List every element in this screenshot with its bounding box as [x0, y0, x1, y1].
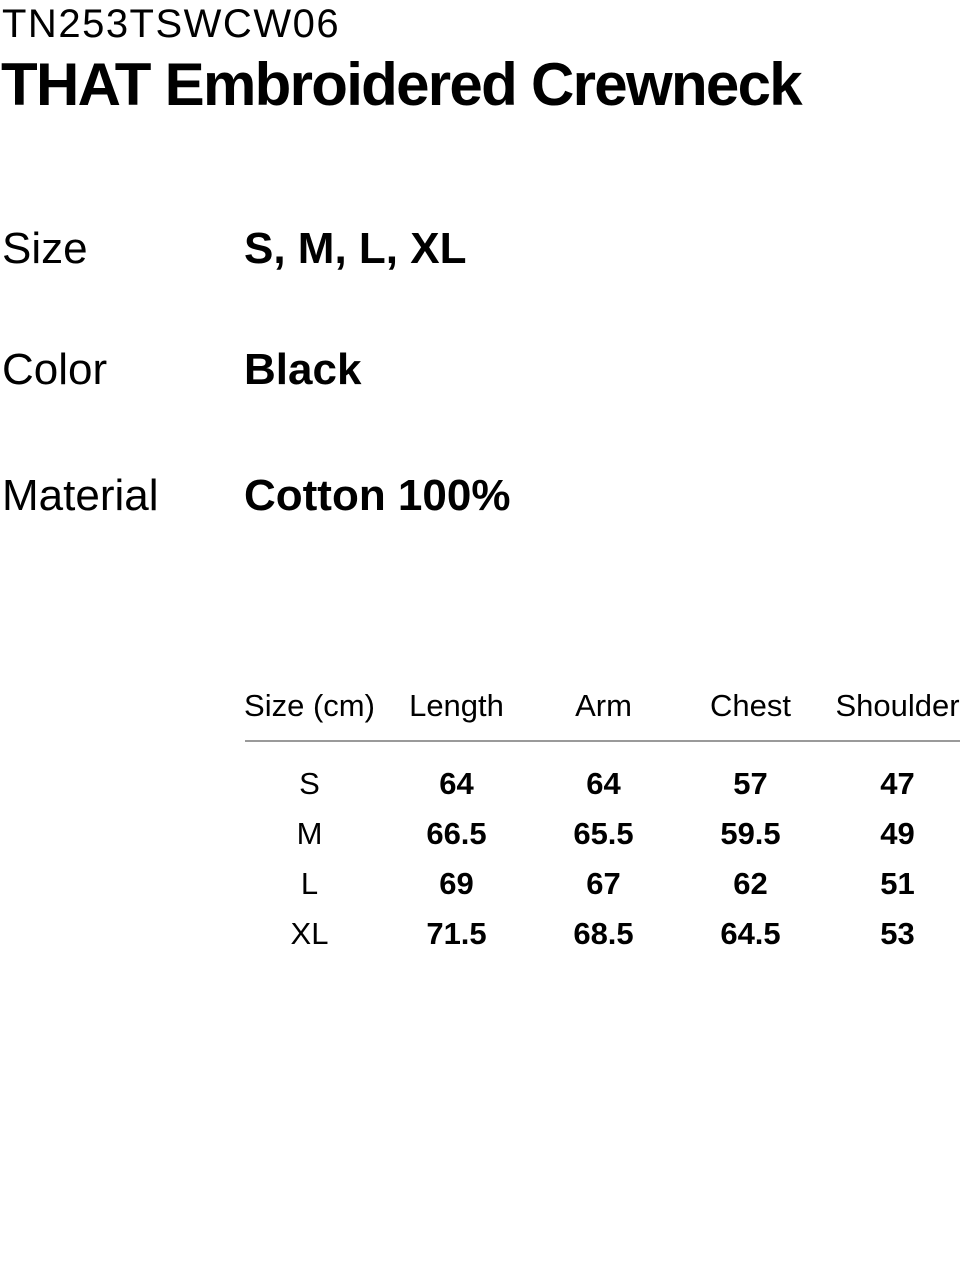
size-table-cell-chest: 59.5 [720, 816, 781, 851]
product-title: THAT Embroidered Crewneck [1, 51, 803, 118]
size-table-cell-chest: 62 [733, 866, 768, 901]
attribute-value-material: Cotton 100% [244, 471, 511, 520]
size-table-cell-length: 69 [439, 866, 474, 901]
attribute-value-color: Black [244, 345, 362, 394]
size-table-header-shoulder: Shoulder [835, 688, 960, 723]
size-table-cell-size: L [300, 866, 319, 901]
size-table-row-m: M 66.5 65.5 59.5 49 [236, 816, 960, 852]
size-table-row-s: S 64 64 57 47 [236, 766, 960, 802]
product-code: TN253TSWCW06 [2, 2, 341, 46]
size-table-header-arm: Arm [575, 688, 632, 723]
size-table-cell-shoulder: 47 [880, 766, 915, 801]
size-table-cell-shoulder: 49 [880, 816, 915, 851]
size-table-cell-size: XL [290, 916, 329, 951]
size-table-cell-size: S [299, 766, 320, 801]
size-table-header-size: Size (cm) [244, 688, 375, 723]
size-table-cell-chest: 64.5 [720, 916, 781, 951]
size-table-row-xl: XL 71.5 68.5 64.5 53 [236, 916, 960, 952]
attribute-label-size: Size [2, 224, 88, 273]
size-table-cell-chest: 57 [733, 766, 768, 801]
size-table-divider [245, 740, 960, 742]
attribute-row-size: Size S, M, L, XL [2, 224, 466, 274]
size-table-header-length: Length [409, 688, 504, 723]
size-table-cell-size: M [296, 816, 323, 851]
attribute-row-material: Material Cotton 100% [2, 471, 510, 521]
size-table-cell-arm: 68.5 [573, 916, 634, 951]
size-table-cell-shoulder: 53 [880, 916, 915, 951]
attribute-label-color: Color [2, 345, 108, 394]
size-table-cell-length: 71.5 [426, 916, 487, 951]
size-table-cell-length: 64 [439, 766, 474, 801]
size-table-cell-length: 66.5 [426, 816, 487, 851]
attribute-row-color: Color Black [2, 345, 361, 395]
attribute-value-size: S, M, L, XL [244, 224, 467, 273]
size-table-cell-arm: 67 [586, 866, 621, 901]
size-table-header-chest: Chest [710, 688, 791, 723]
size-table-row-l: L 69 67 62 51 [236, 866, 960, 902]
size-table-cell-arm: 65.5 [573, 816, 634, 851]
size-table-header-row: Size (cm) Length Arm Chest Shoulder [236, 688, 960, 724]
attribute-label-material: Material [2, 471, 159, 520]
size-table-cell-arm: 64 [586, 766, 621, 801]
size-table-cell-shoulder: 51 [880, 866, 915, 901]
